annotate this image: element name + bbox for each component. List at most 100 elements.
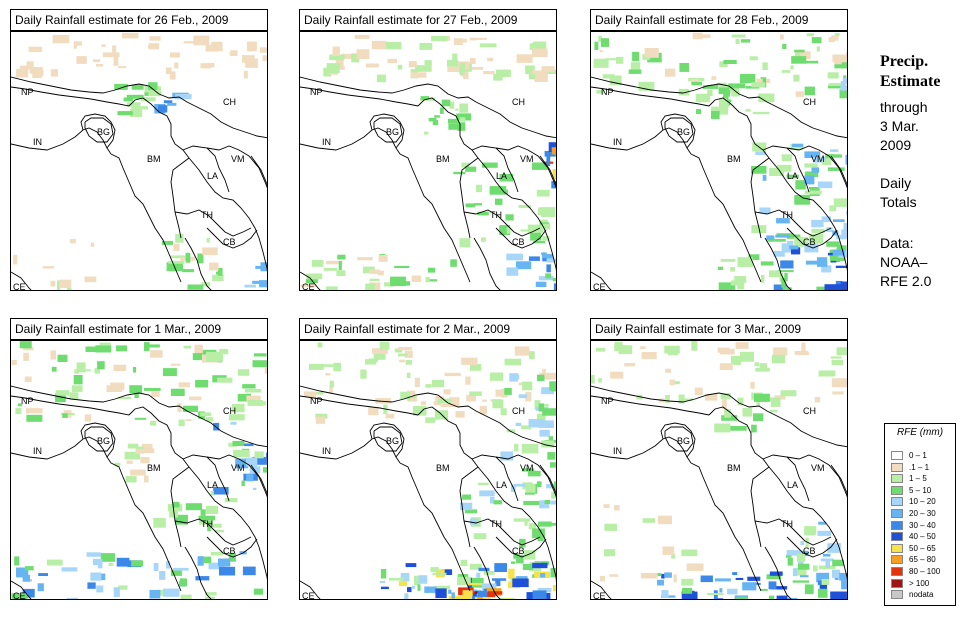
country-label-la: LA [207,480,218,490]
rain-cell [760,261,774,266]
country-border [754,518,832,546]
rain-cell [779,273,783,282]
rain-cell [76,56,87,64]
rain-cell [206,238,210,243]
rain-cell [246,395,261,403]
legend-title: RFE (mm) [896,427,944,438]
rainfall-map-svg: NP CH IN BG BM VM LA TH CB CE [300,341,556,599]
country-border [399,462,471,592]
rain-cell [691,341,698,351]
country-label-in: IN [613,446,622,456]
country-label-la: LA [207,171,218,181]
rain-cell [737,397,744,406]
country-label-np: NP [601,396,614,406]
rain-cell [202,247,218,256]
rain-cell [101,44,106,47]
rain-cell [728,83,746,89]
rain-cell [140,456,150,464]
rain-cell [315,416,326,424]
rain-cell [781,70,791,73]
rain-cell [804,526,817,534]
rain-cell [533,241,546,244]
country-label-bm: BM [147,154,161,164]
rain-cell [527,224,544,233]
rain-cell [811,219,824,228]
rain-cell [804,151,821,158]
rain-cell [459,66,465,75]
rain-cell [328,72,339,75]
rain-cell [46,559,63,566]
rain-cell [244,389,262,393]
rain-cell [821,265,832,273]
rain-cell [797,557,804,567]
rain-cell [185,252,191,263]
rain-cell [455,411,465,418]
rain-cell [671,553,676,559]
rain-cell [50,350,57,360]
rain-cell [598,378,602,383]
rain-cell [174,62,179,69]
rain-cell [742,408,753,417]
country-border [300,385,477,412]
rain-cell [792,580,810,583]
rain-cell [614,345,626,352]
rain-cell [378,255,388,262]
rain-cell [323,267,338,271]
rain-cell [832,391,844,395]
rain-cell [730,267,735,272]
sidebar-title-line2: Estimate [880,73,941,90]
rain-cell [520,229,529,232]
rain-cell [55,390,70,396]
rain-cell [168,260,185,264]
panel-title: Daily Rainfall estimate for 26 Feb., 200… [10,9,268,31]
rain-cell [149,589,161,599]
rain-cell [411,585,416,589]
country-border [762,145,810,193]
rain-cell [511,561,516,564]
rain-cell [542,236,550,241]
rain-cell [144,388,161,391]
rain-cell [414,377,420,387]
rain-cell [185,419,192,422]
country-border [547,237,556,272]
rain-cell [834,33,840,37]
legend-label: nodata [909,590,934,600]
rain-cell [541,440,555,448]
rain-cell [817,530,832,536]
country-label-th: TH [201,210,213,220]
rain-cell [365,359,377,365]
rain-cell [707,90,713,97]
rain-cell [829,149,839,152]
country-border [373,117,403,143]
rain-cell [116,557,130,567]
rain-cell [705,393,718,401]
rain-cell [735,342,749,349]
country-label-ch: CH [512,97,525,107]
rain-cell [170,52,180,58]
rain-cell [434,115,440,118]
legend-label: 20 – 30 [909,509,936,518]
rain-cell [434,585,450,589]
rain-cell [532,162,549,170]
country-label-ch: CH [223,97,236,107]
country-border [475,101,556,139]
country-border [708,97,770,239]
legend-swatch [891,509,903,518]
rain-cell [113,57,119,66]
rain-cell [95,345,112,353]
country-label-ce: CE [13,282,26,290]
rain-cell [718,87,730,95]
rain-cell [262,55,267,61]
rain-cell [135,446,144,451]
rain-cell [751,82,766,88]
rain-cell [419,42,433,50]
rain-cell [711,111,720,120]
rain-cell [536,189,550,197]
rain-cell [254,451,264,459]
country-border [258,237,267,272]
rain-cell [841,580,847,590]
rain-cell [669,379,675,386]
country-border [11,395,130,416]
country-border [258,546,267,581]
